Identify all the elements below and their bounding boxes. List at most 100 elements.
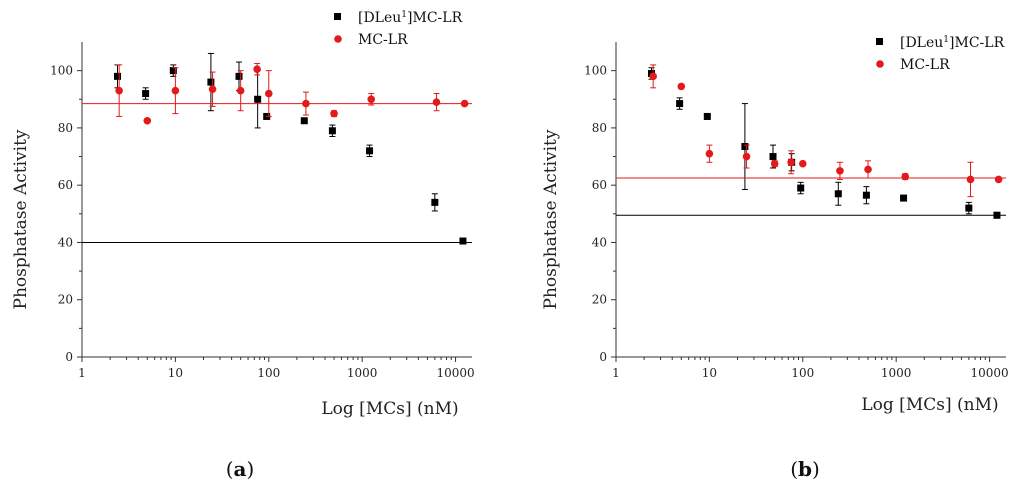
x-tick-label: 100 bbox=[791, 366, 814, 380]
data-point-circle bbox=[677, 82, 686, 91]
series-dleu-mc-lr bbox=[82, 52, 472, 245]
data-point-square bbox=[207, 78, 215, 86]
panel-label-open: ( bbox=[226, 457, 234, 481]
data-point-square bbox=[993, 211, 1001, 219]
data-point-square bbox=[769, 153, 777, 161]
data-point-circle bbox=[649, 72, 657, 81]
legend-label-superscript: 1 bbox=[401, 10, 407, 20]
legend-label: MC-LR bbox=[900, 57, 950, 73]
data-point-circle bbox=[208, 85, 217, 94]
data-point-circle bbox=[901, 172, 910, 181]
y-axis-title: Phosphatase Activity bbox=[541, 129, 561, 309]
legend-marker-square bbox=[334, 13, 341, 20]
series-dleu-mc-lr bbox=[616, 67, 1006, 219]
x-tick-label: 10 bbox=[168, 366, 183, 380]
data-point-square bbox=[254, 95, 262, 103]
legend-label-superscript: 1 bbox=[943, 35, 949, 45]
legend-label-main: MC-LR bbox=[358, 32, 408, 48]
data-point-circle bbox=[143, 116, 152, 125]
data-point-circle bbox=[460, 99, 469, 108]
panel-label-open: ( bbox=[790, 457, 798, 481]
x-tick-label: 10 bbox=[702, 366, 717, 380]
y-tick-label: 40 bbox=[58, 235, 73, 249]
legend-label: [DLeu1]MC-LR bbox=[358, 10, 463, 26]
data-point-circle bbox=[115, 86, 123, 95]
data-point-circle bbox=[330, 109, 338, 118]
data-point-square bbox=[900, 194, 908, 202]
data-point-circle bbox=[966, 175, 975, 184]
legend-label-main: [DLeu bbox=[358, 10, 401, 26]
panel-label: (a) bbox=[226, 457, 255, 481]
data-point-square bbox=[459, 237, 467, 245]
panel-label-letter: b bbox=[798, 457, 812, 481]
data-point-circle bbox=[742, 152, 751, 161]
y-tick-label: 0 bbox=[599, 350, 607, 364]
data-point-circle bbox=[253, 65, 261, 74]
panel-label-letter: a bbox=[234, 457, 247, 481]
data-point-square bbox=[431, 198, 439, 206]
data-point-square bbox=[862, 191, 870, 199]
data-point-square bbox=[676, 100, 684, 108]
chart-panel-a: 0 20 40 60 80 100 1 10 100 1000 10000 Phosphatase A… bbox=[11, 10, 475, 481]
y-tick-label: 20 bbox=[58, 293, 73, 307]
x-tick-label: 1 bbox=[612, 366, 620, 380]
data-point-circle bbox=[787, 158, 795, 167]
panel-label: (b) bbox=[790, 457, 820, 481]
y-tick-label: 100 bbox=[50, 64, 73, 78]
y-tick-label: 60 bbox=[592, 178, 607, 192]
data-point-square bbox=[142, 90, 150, 98]
legend-label-main: [DLeu bbox=[900, 35, 943, 51]
data-point-circle bbox=[994, 175, 1003, 184]
legend-label: MC-LR bbox=[358, 32, 408, 48]
data-point-circle bbox=[236, 86, 245, 95]
x-tick-label: 1000 bbox=[347, 366, 378, 380]
legend-marker-circle bbox=[334, 35, 342, 43]
x-tick-label: 1000 bbox=[881, 366, 912, 380]
data-point-circle bbox=[798, 159, 807, 168]
data-point-square bbox=[834, 190, 842, 198]
data-point-circle bbox=[171, 86, 180, 95]
data-point-circle bbox=[705, 149, 714, 158]
legend-marker-circle bbox=[876, 60, 884, 68]
y-axis-title: Phosphatase Activity bbox=[11, 129, 31, 309]
chart-panel-b: 0 20 40 60 80 100 1 10 100 1000 10000 Phosphatase A… bbox=[541, 35, 1009, 481]
x-axis-title: Log [MCs] (nM) bbox=[861, 395, 998, 415]
data-point-square bbox=[114, 72, 122, 80]
data-point-circle bbox=[264, 89, 273, 98]
legend-label-suffix: ]MC-LR bbox=[407, 10, 463, 26]
data-point-square bbox=[328, 127, 336, 135]
data-point-circle bbox=[770, 159, 779, 168]
data-point-square bbox=[169, 67, 177, 75]
legend-label-main: MC-LR bbox=[900, 57, 950, 73]
y-tick-label: 40 bbox=[592, 235, 607, 249]
data-point-circle bbox=[367, 95, 376, 104]
x-tick-label: 1 bbox=[78, 366, 86, 380]
y-tick-label: 80 bbox=[58, 121, 73, 135]
y-tick-label: 60 bbox=[58, 178, 73, 192]
panel-label-close: ) bbox=[246, 457, 254, 481]
x-tick-label: 100 bbox=[257, 366, 280, 380]
data-point-square bbox=[366, 147, 374, 155]
x-axis-title: Log [MCs] (nM) bbox=[321, 399, 458, 419]
data-point-square bbox=[300, 117, 308, 125]
data-point-square bbox=[235, 72, 243, 80]
data-point-square bbox=[703, 112, 711, 120]
data-point-square bbox=[741, 143, 749, 151]
y-tick-label: 100 bbox=[584, 64, 607, 78]
data-point-square bbox=[797, 184, 805, 192]
series-mc-lr bbox=[616, 64, 1006, 198]
data-point-circle bbox=[836, 167, 844, 175]
data-point-circle bbox=[864, 165, 872, 174]
data-point-circle bbox=[302, 99, 310, 108]
y-tick-label: 20 bbox=[592, 293, 607, 307]
legend-label: [DLeu1]MC-LR bbox=[900, 35, 1005, 51]
x-tick-label: 10000 bbox=[970, 366, 1008, 380]
data-point-square bbox=[965, 204, 973, 212]
y-tick-label: 0 bbox=[65, 350, 73, 364]
series-mc-lr bbox=[82, 62, 472, 125]
y-tick-label: 80 bbox=[592, 121, 607, 135]
panel-label-close: ) bbox=[812, 457, 820, 481]
legend-label-suffix: ]MC-LR bbox=[949, 35, 1005, 51]
